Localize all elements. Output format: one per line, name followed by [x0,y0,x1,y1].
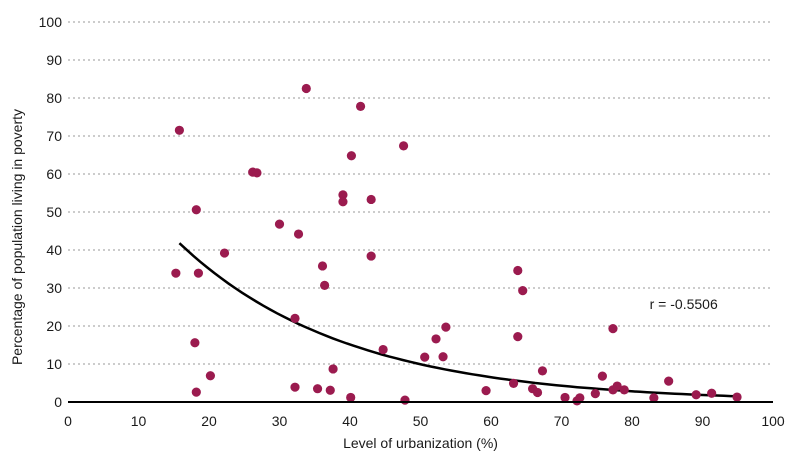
data-point [649,393,659,403]
data-point [508,378,519,388]
data-point [441,322,451,332]
data-point [193,268,204,278]
data-point [174,125,184,135]
data-point [338,190,348,200]
data-point [608,324,618,334]
data-point [560,392,570,403]
data-point [597,371,607,381]
data-point [366,251,376,261]
y-tick-label: 90 [46,52,62,68]
x-tick-label: 70 [554,413,570,429]
y-tick-label: 50 [46,204,62,220]
data-point [328,364,338,374]
data-point [398,141,409,151]
data-point [346,151,357,161]
trend-line [178,242,738,398]
data-point [171,268,181,278]
y-tick-label: 40 [46,242,62,258]
x-tick-label: 30 [272,413,288,429]
x-axis-ticks: 0 10 20 30 40 50 60 70 80 90 100 [64,413,785,429]
data-point [252,168,262,178]
data-point [338,197,348,207]
y-axis-title: Percentage of population living in pover… [9,109,25,365]
y-tick-label: 80 [46,90,62,106]
data-point [378,344,388,355]
gridlines [68,21,773,365]
data-point [274,219,285,229]
data-point [438,352,448,362]
x-tick-label: 90 [695,413,711,429]
y-tick-label: 10 [46,356,62,372]
data-point [513,332,523,342]
data-point [346,392,356,403]
x-axis-title: Level of urbanization (%) [343,435,498,451]
y-tick-label: 100 [39,14,63,30]
y-tick-label: 60 [46,166,62,182]
data-point [191,387,201,397]
y-tick-label: 70 [46,128,62,144]
data-point [481,386,491,396]
data-point [290,313,300,323]
data-point [400,395,410,405]
x-tick-label: 0 [64,413,72,429]
data-point [518,286,528,296]
data-point [293,229,304,239]
data-point [301,83,311,94]
data-point [312,384,323,394]
data-point [575,393,585,403]
data-point [590,389,600,399]
x-tick-label: 60 [483,413,499,429]
x-tick-label: 20 [201,413,217,429]
x-tick-label: 50 [413,413,429,429]
y-tick-label: 20 [46,318,62,334]
data-point [619,385,629,395]
data-points [171,83,742,406]
x-tick-label: 100 [761,413,785,429]
data-point [431,334,441,344]
y-tick-label: 0 [54,394,62,410]
correlation-annotation: r = -0.5506 [650,296,718,312]
data-point [532,387,543,398]
data-point [691,390,701,400]
y-axis-ticks: 0 10 20 30 40 50 60 70 80 90 100 [39,14,63,410]
y-tick-label: 30 [46,280,62,296]
data-point [513,265,523,276]
data-point [537,366,548,376]
data-point [707,388,717,398]
data-point [664,376,674,386]
data-point [320,280,330,290]
data-point [420,352,430,362]
data-point [325,385,335,395]
data-point [290,382,300,392]
data-point [355,101,366,111]
data-point [191,205,201,215]
data-point [317,261,328,271]
x-tick-label: 10 [131,413,147,429]
data-point [219,248,230,258]
data-point [612,381,622,391]
data-point [366,194,376,205]
x-tick-label: 80 [624,413,640,429]
x-tick-label: 40 [342,413,358,429]
data-point [205,371,216,381]
data-point [732,392,742,402]
data-point [190,338,200,348]
